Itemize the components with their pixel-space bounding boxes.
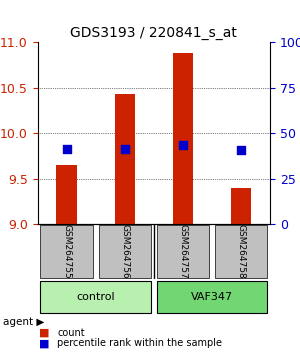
FancyBboxPatch shape bbox=[98, 225, 151, 278]
FancyBboxPatch shape bbox=[215, 225, 267, 278]
FancyBboxPatch shape bbox=[40, 225, 93, 278]
Text: GSM264757: GSM264757 bbox=[178, 224, 187, 279]
Point bbox=[122, 146, 127, 152]
Text: control: control bbox=[76, 292, 115, 302]
Text: agent ▶: agent ▶ bbox=[3, 317, 44, 327]
Title: GDS3193 / 220841_s_at: GDS3193 / 220841_s_at bbox=[70, 26, 237, 40]
Text: percentile rank within the sample: percentile rank within the sample bbox=[57, 338, 222, 348]
Text: count: count bbox=[57, 328, 85, 338]
Text: ■: ■ bbox=[39, 338, 50, 348]
Text: GSM264758: GSM264758 bbox=[236, 224, 245, 279]
FancyBboxPatch shape bbox=[157, 280, 267, 313]
FancyBboxPatch shape bbox=[40, 280, 151, 313]
Text: GSM264755: GSM264755 bbox=[62, 224, 71, 279]
Point bbox=[238, 147, 243, 153]
Bar bbox=[56, 165, 77, 224]
Text: GSM264756: GSM264756 bbox=[120, 224, 129, 279]
Text: VAF347: VAF347 bbox=[191, 292, 233, 302]
Bar bbox=[115, 94, 135, 224]
Bar bbox=[172, 53, 193, 224]
Point bbox=[180, 142, 185, 148]
Text: ■: ■ bbox=[39, 328, 50, 338]
FancyBboxPatch shape bbox=[157, 225, 209, 278]
Point bbox=[64, 146, 69, 152]
Bar bbox=[231, 188, 251, 224]
